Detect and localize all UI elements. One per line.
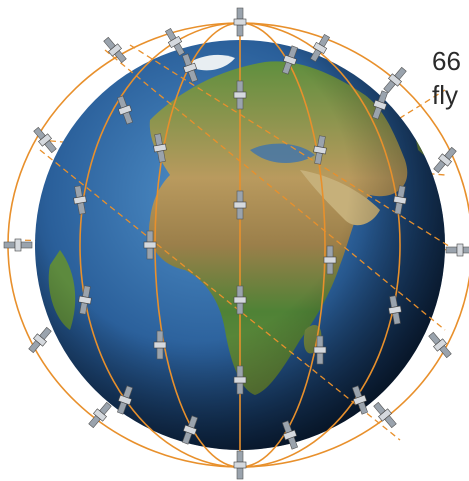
satellite [73, 185, 87, 215]
satellite [233, 80, 247, 110]
satellite [78, 285, 92, 315]
satellite [3, 238, 33, 252]
satellite [153, 330, 167, 360]
satellite [233, 365, 247, 395]
satellite [383, 66, 407, 94]
satellite [372, 90, 388, 120]
satellite [352, 385, 368, 415]
satellite [373, 401, 397, 429]
satellite [309, 33, 331, 63]
satellite [117, 385, 133, 415]
satellite [428, 331, 452, 359]
satellite [388, 295, 402, 325]
satellite [393, 185, 407, 215]
caption-line: fly [432, 80, 458, 110]
satellite [33, 126, 57, 154]
satellite [445, 243, 469, 257]
satellite [143, 230, 157, 260]
satellite [282, 420, 298, 450]
satellite [117, 95, 133, 125]
satellite [153, 133, 167, 163]
satellite [433, 146, 457, 174]
dashed-orbits-front [39, 44, 456, 441]
satellite [233, 450, 247, 480]
satellite [182, 53, 198, 83]
caption-line: 66 [432, 46, 461, 76]
satellite [103, 36, 127, 64]
satellite [88, 401, 112, 429]
satellite [233, 285, 247, 315]
satellite [164, 27, 186, 57]
satellite [182, 415, 198, 445]
satellite [313, 335, 327, 365]
satellites [3, 7, 469, 480]
satellite [233, 190, 247, 220]
satellite [323, 245, 337, 275]
satellite [233, 7, 247, 37]
satellite [282, 45, 298, 75]
satellite [28, 326, 52, 354]
satellite [313, 135, 327, 165]
